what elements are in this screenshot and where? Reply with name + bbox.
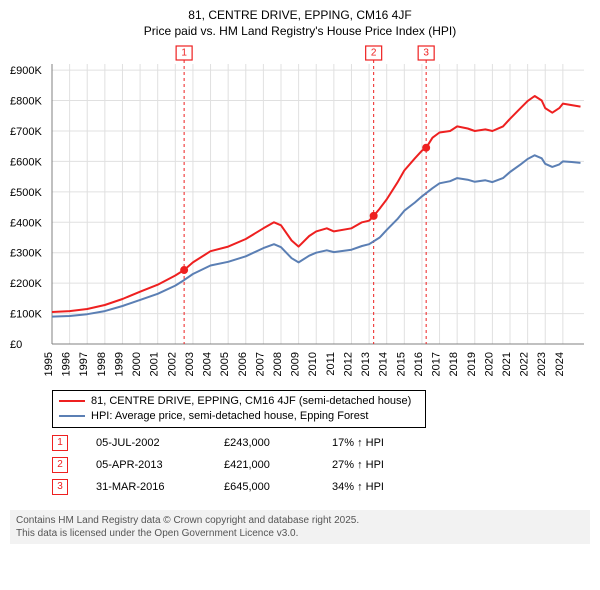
- sale-price: £243,000: [224, 437, 304, 449]
- chart-svg: £0 £100K £200K £300K £400K £500K £600K £700K £80…: [10, 44, 590, 384]
- chart-title-line1: 81, CENTRE DRIVE, EPPING, CM16 4JF: [10, 8, 590, 24]
- sale-row: 1 05-JUL-2002 £243,000 17% ↑ HPI: [52, 432, 590, 454]
- svg-text:2009: 2009: [290, 352, 302, 376]
- svg-text:2010: 2010: [307, 352, 319, 376]
- svg-text:1999: 1999: [113, 352, 125, 376]
- svg-text:3: 3: [423, 47, 429, 58]
- sale-hpi-diff: 17% ↑ HPI: [332, 437, 422, 449]
- sale-marker-icon: 1: [52, 435, 68, 451]
- sale-hpi-diff: 27% ↑ HPI: [332, 459, 422, 471]
- svg-text:2021: 2021: [501, 352, 513, 376]
- svg-text:2003: 2003: [184, 352, 196, 376]
- svg-text:2001: 2001: [149, 352, 161, 376]
- sale-row: 3 31-MAR-2016 £645,000 34% ↑ HPI: [52, 476, 590, 498]
- footer-line1: Contains HM Land Registry data © Crown c…: [16, 514, 584, 527]
- legend-swatch-hpi: [59, 415, 85, 417]
- footer-line2: This data is licensed under the Open Gov…: [16, 527, 584, 540]
- legend-label-hpi: HPI: Average price, semi-detached house,…: [91, 410, 368, 422]
- legend: 81, CENTRE DRIVE, EPPING, CM16 4JF (semi…: [52, 390, 426, 428]
- svg-text:1998: 1998: [96, 352, 108, 376]
- sale-marker-icon: 2: [52, 457, 68, 473]
- legend-row-property: 81, CENTRE DRIVE, EPPING, CM16 4JF (semi…: [59, 394, 419, 409]
- svg-text:2005: 2005: [219, 352, 231, 376]
- chart-container: 81, CENTRE DRIVE, EPPING, CM16 4JF Price…: [0, 0, 600, 504]
- attribution-footer: Contains HM Land Registry data © Crown c…: [10, 510, 590, 544]
- svg-text:£400K: £400K: [10, 217, 42, 229]
- svg-text:2016: 2016: [413, 352, 425, 376]
- svg-text:2017: 2017: [431, 352, 443, 376]
- svg-text:2011: 2011: [325, 352, 337, 376]
- svg-text:2012: 2012: [342, 352, 354, 376]
- svg-text:£200K: £200K: [10, 278, 42, 290]
- sale-date: 05-APR-2013: [96, 459, 196, 471]
- sale-price: £421,000: [224, 459, 304, 471]
- svg-text:2018: 2018: [448, 352, 460, 376]
- plot-area: £0 £100K £200K £300K £400K £500K £600K £700K £80…: [10, 44, 590, 384]
- svg-text:£500K: £500K: [10, 186, 42, 198]
- svg-text:£600K: £600K: [10, 156, 42, 168]
- svg-text:2022: 2022: [519, 352, 531, 376]
- svg-text:1995: 1995: [43, 352, 55, 376]
- sale-date: 31-MAR-2016: [96, 481, 196, 493]
- sale-marker-icon: 3: [52, 479, 68, 495]
- svg-text:2: 2: [371, 47, 377, 58]
- svg-text:2019: 2019: [466, 352, 478, 376]
- svg-text:£700K: £700K: [10, 126, 42, 138]
- sale-price: £645,000: [224, 481, 304, 493]
- legend-row-hpi: HPI: Average price, semi-detached house,…: [59, 409, 419, 424]
- svg-text:1996: 1996: [61, 352, 73, 376]
- svg-text:1: 1: [181, 47, 187, 58]
- svg-text:2014: 2014: [378, 352, 390, 376]
- svg-text:£0: £0: [10, 339, 22, 351]
- sale-hpi-diff: 34% ↑ HPI: [332, 481, 422, 493]
- svg-text:2006: 2006: [237, 352, 249, 376]
- svg-text:2008: 2008: [272, 352, 284, 376]
- svg-text:2007: 2007: [254, 352, 266, 376]
- svg-text:2002: 2002: [166, 352, 178, 376]
- svg-text:2020: 2020: [483, 352, 495, 376]
- svg-text:2004: 2004: [202, 352, 214, 376]
- svg-text:£900K: £900K: [10, 65, 42, 77]
- chart-title-line2: Price paid vs. HM Land Registry's House …: [10, 24, 590, 38]
- svg-text:£300K: £300K: [10, 247, 42, 259]
- svg-text:2023: 2023: [536, 352, 548, 376]
- sale-date: 05-JUL-2002: [96, 437, 196, 449]
- sales-table: 1 05-JUL-2002 £243,000 17% ↑ HPI 2 05-APR-201…: [10, 432, 590, 498]
- svg-text:2000: 2000: [131, 352, 143, 376]
- svg-text:2015: 2015: [395, 352, 407, 376]
- svg-text:£800K: £800K: [10, 95, 42, 107]
- svg-text:2013: 2013: [360, 352, 372, 376]
- legend-swatch-property: [59, 400, 85, 402]
- legend-label-property: 81, CENTRE DRIVE, EPPING, CM16 4JF (semi…: [91, 395, 411, 407]
- svg-text:1997: 1997: [78, 352, 90, 376]
- svg-text:£100K: £100K: [10, 308, 42, 320]
- sale-row: 2 05-APR-2013 £421,000 27% ↑ HPI: [52, 454, 590, 476]
- svg-text:2024: 2024: [554, 352, 566, 376]
